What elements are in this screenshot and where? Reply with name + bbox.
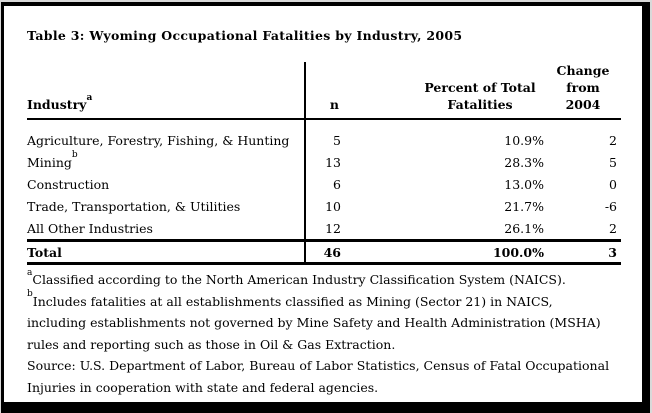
- cell-industry: Trade, Transportation, & Utilities: [27, 198, 241, 214]
- table-row: All Other Industries 12 26.1% 2: [27, 217, 621, 241]
- total-label: Total: [27, 239, 305, 265]
- header-industry-footnote-marker: a: [86, 92, 93, 103]
- cell-n: 13: [304, 151, 345, 173]
- cell-industry: Agriculture, Forestry, Fishing, & Huntin…: [27, 132, 290, 148]
- table-row: Construction 6 13.0% 0: [27, 173, 621, 195]
- cell-n: 6: [304, 173, 345, 195]
- table-body: Agriculture, Forestry, Fishing, & Huntin…: [27, 119, 621, 265]
- table-header-row: Industrya n Percent of Total Fatalities …: [27, 62, 621, 120]
- cell-percent: 13.0%: [504, 176, 544, 192]
- cell-percent: 10.9%: [504, 132, 544, 148]
- header-industry: Industrya: [27, 62, 305, 120]
- document-content: Table 3: Wyoming Occupational Fatalities…: [4, 6, 642, 398]
- total-percent: 100.0%: [345, 239, 545, 265]
- footnote-line: including establishments not governed by…: [27, 315, 601, 330]
- footnote-line: Source: U.S. Department of Labor, Bureau…: [27, 358, 610, 373]
- footnotes: aClassified according to the North Ameri…: [27, 267, 642, 398]
- cell-change: 0: [609, 176, 617, 192]
- cell-n: 10: [304, 195, 345, 217]
- footnote-line: Injuries in cooperation with state and f…: [27, 379, 379, 395]
- footnote-line: bIncludes fatalities at all establishmen…: [27, 289, 553, 309]
- cell-change: -6: [604, 198, 617, 214]
- cell-change: 5: [609, 154, 617, 170]
- table-row: Agriculture, Forestry, Fishing, & Huntin…: [27, 119, 621, 151]
- cell-percent: 28.3%: [504, 154, 544, 170]
- cell-change: 2: [609, 220, 617, 236]
- header-percent-of-total: Percent of Total Fatalities: [345, 62, 545, 120]
- header-change-from-2004: Change from 2004: [545, 62, 621, 120]
- header-n: n: [304, 62, 345, 120]
- fatalities-table: Industrya n Percent of Total Fatalities …: [27, 62, 621, 265]
- cell-n: 5: [304, 119, 345, 151]
- cell-footnote-marker: b: [71, 150, 78, 161]
- table-total-row: Total 46 100.0% 3: [27, 239, 621, 265]
- footnote-line: rules and reporting such as those in Oil…: [27, 336, 396, 352]
- footnote-marker: b: [27, 289, 33, 300]
- table-title: Table 3: Wyoming Occupational Fatalities…: [27, 28, 463, 43]
- cell-industry: Construction: [27, 176, 110, 192]
- total-n: 46: [304, 239, 345, 265]
- cell-percent: 21.7%: [504, 198, 544, 214]
- cell-percent: 26.1%: [504, 220, 544, 236]
- cell-change: 2: [609, 132, 617, 148]
- footnote-line: aClassified according to the North Ameri…: [27, 267, 566, 287]
- cell-industry: All Other Industries: [27, 220, 153, 236]
- footnote-marker: a: [27, 267, 33, 278]
- table-row: Trade, Transportation, & Utilities 10 21…: [27, 195, 621, 217]
- cell-n: 12: [304, 217, 345, 241]
- table-row: Miningb 13 28.3% 5: [27, 151, 621, 173]
- cell-industry: Miningb: [27, 150, 78, 170]
- total-change: 3: [545, 239, 621, 265]
